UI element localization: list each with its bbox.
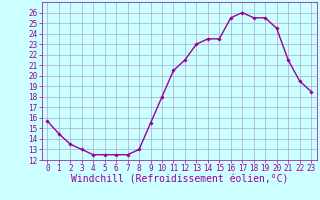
X-axis label: Windchill (Refroidissement éolien,°C): Windchill (Refroidissement éolien,°C) (70, 175, 288, 185)
